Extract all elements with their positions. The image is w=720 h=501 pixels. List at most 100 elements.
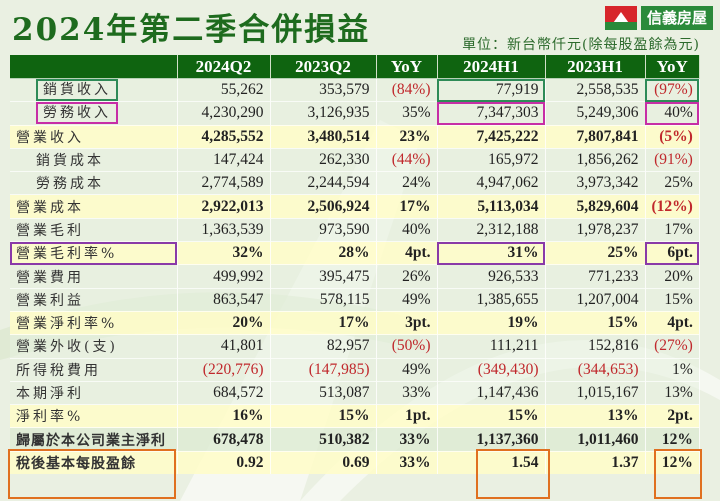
table-row: 所得稅費用 (220,776) (147,985) 49% (349,430) … — [10, 357, 700, 382]
cell-2023h1: 1,015,167 — [545, 380, 646, 405]
cell-2023q2: 353,579 — [270, 77, 377, 102]
cell-2024q2: 684,572 — [177, 380, 271, 405]
cell-2024h1: 1,147,436 — [437, 380, 546, 405]
cell-2023h1: 1,207,004 — [545, 287, 646, 312]
table-row: 營業毛利 1,363,539 973,590 40% 2,312,188 1,9… — [10, 217, 700, 242]
table-row: 淨利率% 16% 15% 1pt. 15% 13% 2pt. — [10, 404, 700, 428]
cell-2023h1: 3,973,342 — [545, 171, 646, 195]
cell-2024q2: 20% — [177, 310, 271, 335]
table-row: 本期淨利 684,572 513,087 33% 1,147,436 1,015… — [10, 380, 700, 405]
cell-q-yoy: 23% — [376, 124, 438, 149]
table-row: 銷貨收入 55,262 353,579 (84%) 77,919 2,558,5… — [10, 77, 700, 102]
cell-2024q2: (220,776) — [177, 357, 271, 382]
cell-h-yoy: 6pt. — [645, 241, 700, 265]
cell-2024h1: 7,347,303 — [437, 101, 546, 126]
cell-h-yoy: 12% — [645, 427, 700, 452]
cell-2024h1: 15% — [437, 404, 546, 428]
cell-2023h1: 2,558,535 — [545, 77, 646, 102]
cell-2024q2: 863,547 — [177, 287, 271, 312]
cell-2023h1: 13% — [545, 404, 646, 428]
table-row: 營業成本 2,922,013 2,506,924 17% 5,113,034 5… — [10, 194, 700, 219]
cell-2023h1: 1.37 — [545, 450, 646, 475]
cell-2023h1: 7,807,841 — [545, 124, 646, 149]
row-label: 營業成本 — [10, 194, 178, 219]
table-row: 營業毛利率% 32% 28% 4pt. 31% 25% 6pt. — [10, 241, 700, 265]
cell-2024h1: 1,137,360 — [437, 427, 546, 452]
row-label: 本期淨利 — [10, 380, 178, 405]
cell-2024h1: 1.54 — [437, 450, 546, 475]
row-label: 所得稅費用 — [10, 357, 178, 382]
cell-2024q2: 0.92 — [177, 450, 271, 475]
cell-2023q2: 15% — [270, 404, 377, 428]
cell-h-yoy: 12% — [645, 450, 700, 475]
table-row: 銷貨成本 147,424 262,330 (44%) 165,972 1,856… — [10, 147, 700, 172]
cell-2024q2: 2,774,589 — [177, 171, 271, 195]
row-label: 勞務成本 — [10, 171, 178, 195]
income-statement-table: 2024Q2 2023Q2 YoY 2024H1 2023H1 YoY 銷貨收入… — [10, 55, 700, 475]
cell-2024h1: 5,113,034 — [437, 194, 546, 219]
row-label: 營業毛利率% — [10, 241, 178, 265]
cell-2024q2: 147,424 — [177, 147, 271, 172]
cell-h-yoy: 2pt. — [645, 404, 700, 428]
cell-q-yoy: 35% — [376, 101, 438, 126]
cell-q-yoy: 4pt. — [376, 241, 438, 265]
cell-q-yoy: 24% — [376, 171, 438, 195]
cell-q-yoy: 33% — [376, 450, 438, 475]
cell-2024h1: 19% — [437, 310, 546, 335]
cell-2023q2: 0.69 — [270, 450, 377, 475]
table-row: 營業外收(支) 41,801 82,957 (50%) 111,211 152,… — [10, 334, 700, 359]
col-header-q-yoy: YoY — [376, 55, 438, 79]
table-row: 營業收入 4,285,552 3,480,514 23% 7,425,222 7… — [10, 124, 700, 149]
cell-q-yoy: 17% — [376, 194, 438, 219]
col-header-2024q2: 2024Q2 — [177, 55, 271, 79]
row-label: 營業費用 — [10, 264, 178, 289]
cell-q-yoy: 33% — [376, 380, 438, 405]
col-header-2023h1: 2023H1 — [545, 55, 646, 79]
cell-h-yoy: 13% — [645, 380, 700, 405]
cell-2023q2: 82,957 — [270, 334, 377, 359]
cell-q-yoy: 49% — [376, 357, 438, 382]
cell-2024q2: 499,992 — [177, 264, 271, 289]
cell-2023h1: 1,856,262 — [545, 147, 646, 172]
table-row: 勞務收入 4,230,290 3,126,935 35% 7,347,303 5… — [10, 101, 700, 126]
cell-q-yoy: 26% — [376, 264, 438, 289]
cell-2023h1: 1,978,237 — [545, 217, 646, 242]
cell-2023q2: 2,244,594 — [270, 171, 377, 195]
row-label: 銷貨收入 — [36, 79, 118, 102]
cell-2023q2: 578,115 — [270, 287, 377, 312]
cell-2023h1: 771,233 — [545, 264, 646, 289]
cell-2023q2: 2,506,924 — [270, 194, 377, 219]
cell-h-yoy: (5%) — [645, 124, 700, 149]
cell-2024h1: 4,947,062 — [437, 171, 546, 195]
col-header-2024h1: 2024H1 — [437, 55, 546, 79]
cell-2024q2: 1,363,539 — [177, 217, 271, 242]
logo-mark-icon — [605, 6, 637, 30]
row-label: 營業利益 — [10, 287, 178, 312]
cell-q-yoy: 49% — [376, 287, 438, 312]
cell-q-yoy: 40% — [376, 217, 438, 242]
cell-2023h1: 5,829,604 — [545, 194, 646, 219]
cell-h-yoy: (27%) — [645, 334, 700, 359]
cell-2024h1: 165,972 — [437, 147, 546, 172]
table-row: 歸屬於本公司業主淨利 678,478 510,382 33% 1,137,360… — [10, 427, 700, 452]
cell-h-yoy: 25% — [645, 171, 700, 195]
cell-2023q2: 973,590 — [270, 217, 377, 242]
cell-2024h1: 31% — [437, 241, 546, 265]
table-row: 勞務成本 2,774,589 2,244,594 24% 4,947,062 3… — [10, 171, 700, 195]
cell-2024q2: 55,262 — [177, 77, 271, 102]
cell-h-yoy: (91%) — [645, 147, 700, 172]
cell-h-yoy: 15% — [645, 287, 700, 312]
cell-2024q2: 2,922,013 — [177, 194, 271, 219]
row-label: 營業收入 — [10, 124, 178, 149]
cell-q-yoy: 1pt. — [376, 404, 438, 428]
cell-2023q2: 17% — [270, 310, 377, 335]
cell-2024q2: 4,285,552 — [177, 124, 271, 149]
cell-2024h1: 111,211 — [437, 334, 546, 359]
row-label: 歸屬於本公司業主淨利 — [10, 427, 178, 452]
table-row: 營業淨利率% 20% 17% 3pt. 19% 15% 4pt. — [10, 310, 700, 335]
cell-h-yoy: 40% — [645, 101, 700, 126]
page-title: 2024年第二季合併損益 — [12, 12, 371, 48]
cell-2023h1: 152,816 — [545, 334, 646, 359]
col-header-2023q2: 2023Q2 — [270, 55, 377, 79]
cell-h-yoy: 1% — [645, 357, 700, 382]
